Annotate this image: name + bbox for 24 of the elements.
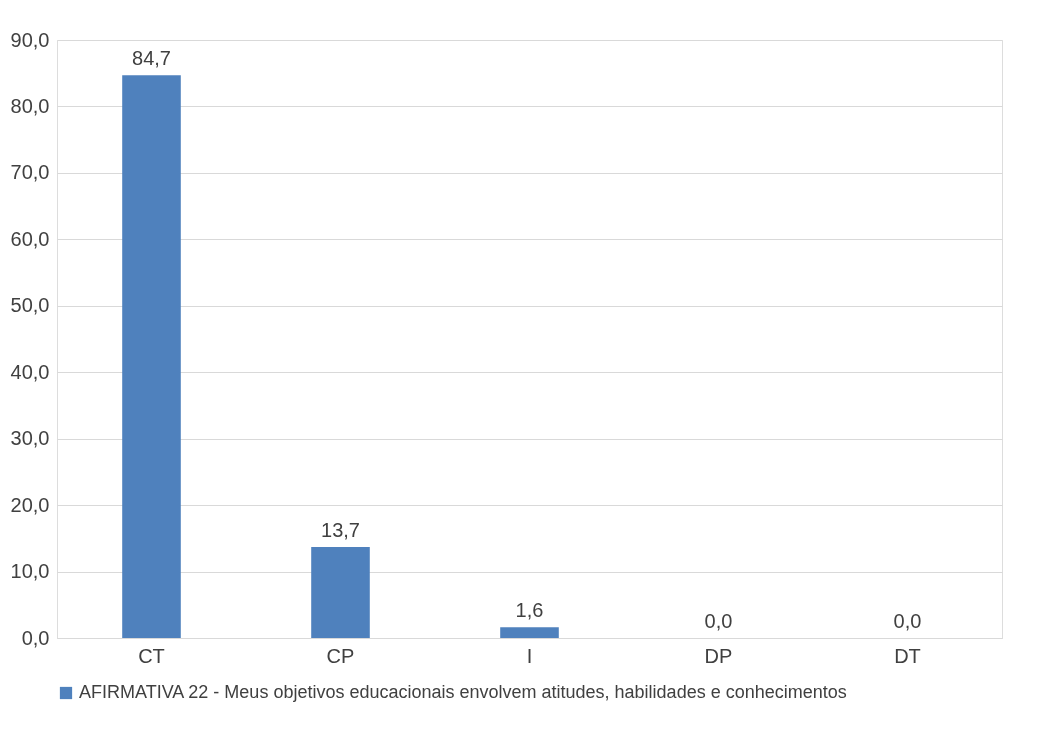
data-label: 0,0 [893, 610, 922, 632]
y-tick-label: 70,0 [10, 161, 50, 184]
legend-label: AFIRMATIVA 22 - Meus objetivos educacionais envolvem atitudes, habilidades e conhecimentos [79, 682, 847, 702]
x-tick-label: DT [894, 644, 921, 667]
y-tick-label: 30,0 [10, 427, 50, 450]
x-tick-label: DP [704, 644, 733, 667]
bar [500, 627, 559, 638]
bar [122, 75, 181, 638]
data-label: 1,6 [515, 599, 544, 622]
y-tick-label: 80,0 [10, 94, 50, 117]
y-tick-label: 10,0 [10, 560, 50, 583]
y-tick-label: 20,0 [10, 493, 50, 516]
y-tick-label: 60,0 [10, 227, 50, 250]
x-tick-label: CP [326, 644, 355, 667]
y-tick-label: 50,0 [10, 294, 50, 317]
x-tick-label: CT [138, 644, 165, 667]
data-label: 84,7 [132, 47, 171, 70]
y-tick-label: 90,0 [10, 28, 50, 51]
data-label: 13,7 [321, 518, 360, 541]
bar [311, 546, 370, 638]
y-tick-label: 0,0 [21, 626, 50, 649]
y-tick-label: 40,0 [10, 360, 50, 383]
x-tick-label: I [526, 644, 533, 667]
data-label: 0,0 [704, 610, 733, 632]
